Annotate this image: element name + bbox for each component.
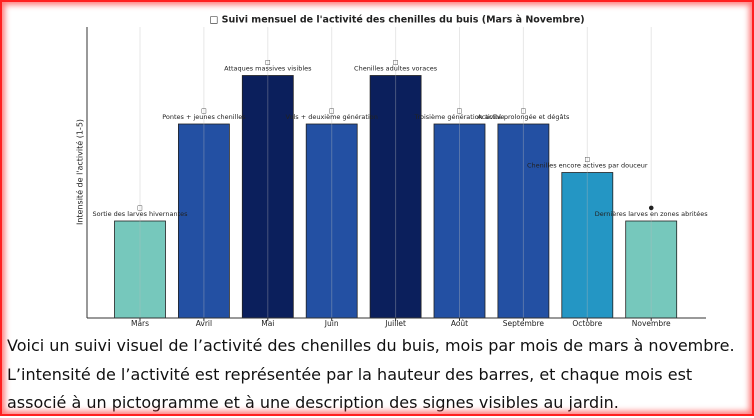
- annotation-icon: □: [201, 108, 207, 115]
- x-tick-label: Mars: [131, 319, 149, 328]
- annotation: Dernières larves en zones abritées: [595, 210, 709, 218]
- x-tick-label: Juillet: [384, 319, 406, 328]
- annotation: Pontes + jeunes chenilles: [162, 113, 246, 121]
- bar: [305, 123, 358, 319]
- bar: [177, 123, 230, 319]
- annotation: Troisième génération active: [413, 113, 504, 121]
- annotation-icon: □: [521, 108, 527, 115]
- annotation-icon: □: [265, 59, 271, 66]
- bar: [561, 172, 614, 319]
- x-tick-label: Juin: [324, 319, 339, 328]
- bar: [433, 123, 486, 319]
- annotation: Activité prolongée et dégâts: [477, 113, 570, 121]
- bar: [241, 75, 294, 319]
- annotation: Chenilles adultes voraces: [354, 65, 438, 73]
- annotation-icon: □: [457, 108, 463, 115]
- x-tick-label: Août: [451, 319, 468, 328]
- chart-title: □ Suivi mensuel de l'activité des chenil…: [209, 15, 584, 26]
- x-tick-label: Septembre: [503, 319, 545, 328]
- bar: [497, 123, 550, 319]
- annotation: Chenilles encore actives par douceur: [527, 162, 648, 170]
- annotation-icon: ●: [649, 205, 654, 212]
- chart: □ Suivi mensuel de l'activité des chenil…: [75, 15, 709, 329]
- x-tick-label: Avril: [196, 319, 212, 328]
- annotation: Vols + deuxième génération: [286, 113, 378, 121]
- annotation-icon: □: [329, 108, 335, 115]
- caption: Voici un suivi visuel de l’activité des …: [7, 336, 735, 412]
- x-tick-label: Mai: [261, 319, 274, 328]
- annotation-icon: □: [393, 59, 399, 66]
- bar: [369, 75, 422, 319]
- annotation-icon: □: [137, 205, 143, 212]
- x-tick-label: Novembre: [632, 319, 671, 328]
- x-tick-label: Octobre: [572, 319, 602, 328]
- y-axis-label: Intensité de l'activité (1-5): [75, 119, 85, 225]
- bar: [625, 220, 678, 319]
- annotation: Attaques massives visibles: [224, 65, 312, 73]
- annotation: Sortie des larves hivernantes: [92, 210, 188, 218]
- annotation-icon: □: [584, 156, 590, 163]
